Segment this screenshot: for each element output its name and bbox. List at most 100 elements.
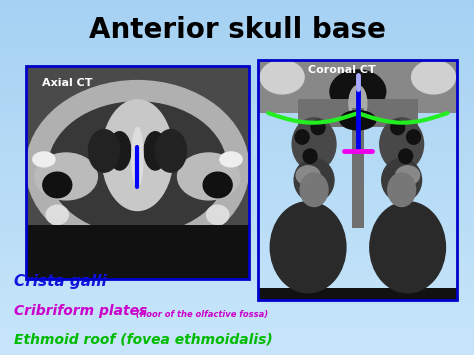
Ellipse shape	[294, 159, 334, 202]
Bar	[0, 318, 474, 320]
Bar	[0, 66, 474, 67]
Bar	[258, 60, 457, 113]
Ellipse shape	[220, 152, 242, 167]
Bar	[0, 218, 474, 220]
Ellipse shape	[48, 102, 227, 234]
Bar	[0, 261, 474, 263]
Ellipse shape	[399, 149, 413, 163]
Bar	[0, 48, 474, 50]
Bar	[0, 332, 474, 334]
Bar	[0, 288, 474, 289]
Bar	[0, 103, 474, 105]
Bar	[0, 172, 474, 174]
Bar	[0, 110, 474, 112]
Bar	[0, 30, 474, 32]
Bar	[0, 233, 474, 234]
Ellipse shape	[155, 130, 186, 172]
Bar	[0, 41, 474, 43]
Bar	[0, 320, 474, 321]
Ellipse shape	[144, 132, 166, 170]
Bar	[0, 128, 474, 130]
Bar	[0, 316, 474, 318]
Bar	[0, 186, 474, 188]
Bar	[0, 43, 474, 44]
Bar	[0, 304, 474, 305]
Bar	[0, 55, 474, 57]
Bar	[0, 16, 474, 18]
Bar	[0, 62, 474, 64]
Bar	[0, 227, 474, 229]
Bar	[0, 353, 474, 355]
Ellipse shape	[132, 127, 143, 187]
Bar	[0, 11, 474, 12]
Ellipse shape	[330, 70, 386, 113]
Bar	[0, 53, 474, 55]
Bar	[0, 302, 474, 304]
Ellipse shape	[349, 86, 367, 121]
Bar	[0, 105, 474, 106]
Bar	[0, 82, 474, 83]
Bar	[0, 122, 474, 124]
Text: Ethmoid roof (fovea ethmoidalis): Ethmoid roof (fovea ethmoidalis)	[14, 332, 273, 346]
Bar	[0, 130, 474, 131]
Ellipse shape	[411, 60, 456, 94]
Bar	[0, 23, 474, 25]
Bar	[0, 117, 474, 119]
Bar	[0, 138, 474, 140]
Bar	[0, 85, 474, 87]
Bar	[0, 163, 474, 165]
Bar	[0, 241, 474, 243]
Bar	[0, 115, 474, 117]
Bar	[0, 291, 474, 293]
Bar	[0, 321, 474, 323]
Bar	[0, 192, 474, 193]
Bar	[0, 201, 474, 202]
Bar	[0, 73, 474, 75]
Bar	[0, 14, 474, 16]
Bar	[0, 156, 474, 158]
Bar	[0, 0, 474, 2]
Bar	[0, 217, 474, 218]
Bar	[0, 289, 474, 291]
Bar	[0, 188, 474, 190]
Text: Anterior skull base: Anterior skull base	[89, 16, 385, 44]
Ellipse shape	[260, 60, 304, 94]
Text: Crista galli: Crista galli	[14, 274, 107, 289]
Bar	[0, 215, 474, 217]
Ellipse shape	[380, 118, 424, 170]
Bar	[0, 144, 474, 146]
Bar	[0, 181, 474, 183]
Bar	[0, 199, 474, 201]
Bar	[0, 195, 474, 197]
Bar	[0, 327, 474, 328]
Ellipse shape	[382, 159, 421, 202]
Ellipse shape	[407, 130, 420, 144]
Ellipse shape	[303, 149, 317, 163]
Bar	[0, 28, 474, 30]
Bar	[0, 149, 474, 151]
Bar	[0, 311, 474, 312]
Bar	[0, 12, 474, 14]
Bar	[0, 34, 474, 36]
Circle shape	[270, 202, 346, 293]
Bar	[0, 59, 474, 60]
Bar	[0, 209, 474, 211]
Bar	[0, 96, 474, 98]
Bar	[0, 135, 474, 137]
Bar	[0, 222, 474, 224]
Bar	[0, 257, 474, 259]
Bar	[0, 263, 474, 264]
Ellipse shape	[340, 111, 376, 130]
Bar	[0, 21, 474, 23]
Bar	[0, 183, 474, 185]
Bar	[0, 94, 474, 96]
Ellipse shape	[203, 172, 232, 198]
Bar	[0, 236, 474, 238]
Bar	[0, 293, 474, 295]
Bar	[0, 2, 474, 4]
Bar	[0, 275, 474, 277]
Bar	[0, 229, 474, 231]
Bar	[0, 346, 474, 348]
Ellipse shape	[296, 166, 320, 185]
Bar	[0, 78, 474, 80]
